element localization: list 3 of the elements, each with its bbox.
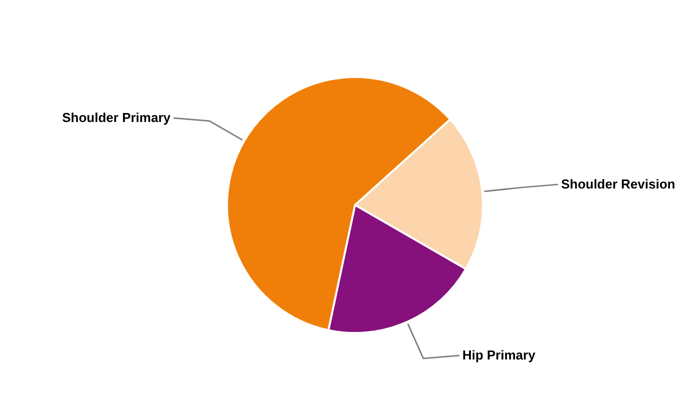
slice-label: Shoulder Primary bbox=[62, 110, 172, 125]
slice-label: Hip Primary bbox=[462, 347, 536, 362]
slice-label: Shoulder Revision bbox=[561, 176, 676, 192]
